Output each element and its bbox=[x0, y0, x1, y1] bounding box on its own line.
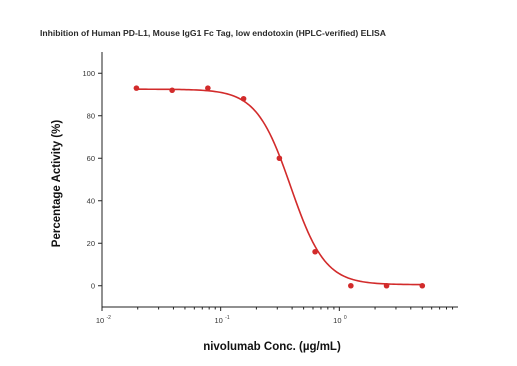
data-points bbox=[133, 85, 426, 289]
data-point bbox=[312, 248, 318, 255]
x-axis-label: nivolumab Conc. (µg/mL) bbox=[203, 341, 341, 353]
y-tick-label: 40 bbox=[87, 197, 95, 206]
y-tick-label: 20 bbox=[87, 239, 95, 248]
y-tick-label: 80 bbox=[87, 112, 95, 121]
data-point bbox=[348, 282, 354, 289]
x-tick-label: 10 bbox=[333, 316, 341, 325]
y-axis-ticks: 0 20 40 60 80 100 bbox=[82, 69, 102, 291]
data-point bbox=[240, 95, 247, 102]
x-axis-ticks: 10 -2 10 -1 10 0 bbox=[96, 307, 454, 325]
data-point bbox=[169, 87, 175, 94]
y-axis-label: Percentage Activity (%) bbox=[51, 120, 63, 248]
x-tick-exponent: -2 bbox=[107, 315, 112, 321]
x-tick-label: 10 bbox=[214, 316, 222, 325]
data-point bbox=[276, 155, 283, 162]
chart-title: Inhibition of Human PD-L1, Mouse IgG1 Fc… bbox=[40, 28, 386, 38]
x-tick-exponent: -1 bbox=[225, 315, 230, 321]
y-tick-label: 60 bbox=[87, 154, 95, 163]
data-point bbox=[383, 282, 390, 289]
fit-curve bbox=[136, 88, 423, 286]
y-tick-label: 100 bbox=[82, 69, 95, 78]
data-point bbox=[419, 282, 426, 289]
data-point bbox=[205, 85, 211, 91]
x-tick-label: 10 bbox=[96, 316, 104, 325]
y-tick-label: 0 bbox=[91, 282, 95, 291]
axes bbox=[101, 52, 458, 308]
data-point bbox=[133, 85, 140, 91]
x-tick-exponent: 0 bbox=[344, 315, 347, 321]
